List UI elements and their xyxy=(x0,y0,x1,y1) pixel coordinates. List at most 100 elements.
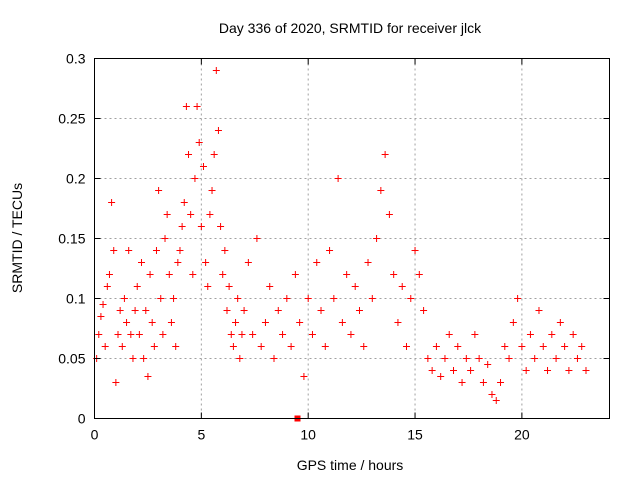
data-point xyxy=(133,283,141,290)
data-point xyxy=(157,295,165,302)
data-point xyxy=(144,373,152,380)
data-point xyxy=(505,355,513,362)
data-point xyxy=(131,307,139,314)
data-point xyxy=(191,175,199,182)
data-point xyxy=(234,295,242,302)
y-tick-label: 0.05 xyxy=(58,351,85,367)
data-point xyxy=(347,331,355,338)
data-point xyxy=(172,343,180,350)
data-point xyxy=(170,295,178,302)
data-point xyxy=(217,223,225,230)
data-point xyxy=(99,301,107,308)
data-point xyxy=(415,271,423,278)
data-point xyxy=(135,331,143,338)
y-tick-label: 0.25 xyxy=(58,111,85,127)
data-point xyxy=(210,151,218,158)
data-point xyxy=(475,355,483,362)
data-point xyxy=(330,295,338,302)
data-point xyxy=(148,319,156,326)
data-point xyxy=(338,319,346,326)
data-point xyxy=(165,271,173,278)
data-point xyxy=(101,343,109,350)
data-point xyxy=(266,283,274,290)
data-point xyxy=(411,247,419,254)
data-point xyxy=(204,283,212,290)
y-tick-label: 0.15 xyxy=(58,231,85,247)
data-point xyxy=(501,343,509,350)
data-point xyxy=(398,283,406,290)
data-point xyxy=(343,271,351,278)
data-point xyxy=(544,367,552,374)
data-point xyxy=(522,367,530,374)
data-point xyxy=(195,139,203,146)
data-point xyxy=(208,187,216,194)
data-point xyxy=(450,367,458,374)
data-point xyxy=(432,343,440,350)
data-point xyxy=(199,163,207,170)
data-point xyxy=(582,367,590,374)
data-point xyxy=(441,355,449,362)
data-point xyxy=(531,355,539,362)
data-point xyxy=(321,343,329,350)
data-point xyxy=(351,283,359,290)
data-point xyxy=(116,307,124,314)
data-point xyxy=(291,271,299,278)
data-point xyxy=(108,199,116,206)
data-point xyxy=(458,379,466,386)
data-point xyxy=(428,367,436,374)
data-point xyxy=(225,283,233,290)
data-point xyxy=(178,223,186,230)
data-point xyxy=(569,331,577,338)
data-point xyxy=(556,319,564,326)
data-point xyxy=(420,307,428,314)
data-point xyxy=(244,259,252,266)
data-point xyxy=(257,343,265,350)
data-point xyxy=(355,307,363,314)
data-point xyxy=(394,319,402,326)
data-point xyxy=(202,259,210,266)
data-point xyxy=(471,331,479,338)
data-point xyxy=(407,295,415,302)
data-point xyxy=(424,355,432,362)
data-point xyxy=(274,307,282,314)
data-point xyxy=(381,151,389,158)
data-point xyxy=(193,103,201,110)
data-point xyxy=(300,373,308,380)
data-point xyxy=(573,355,581,362)
data-point xyxy=(140,355,148,362)
data-point xyxy=(326,247,334,254)
data-point xyxy=(360,343,368,350)
data-point xyxy=(163,211,171,218)
axis-ticks: 0 5 10 15 20 0 0.05 0.1 0.15 0.2 0.25 0.3 xyxy=(58,51,610,443)
data-point xyxy=(206,211,214,218)
data-point xyxy=(142,307,150,314)
data-point xyxy=(229,343,237,350)
data-point xyxy=(129,355,137,362)
data-point xyxy=(385,211,393,218)
y-tick-label: 0 xyxy=(78,411,86,427)
grid xyxy=(94,58,610,419)
data-point xyxy=(125,247,133,254)
data-point xyxy=(261,319,269,326)
data-point xyxy=(150,343,158,350)
data-point xyxy=(304,295,312,302)
data-point xyxy=(497,379,505,386)
data-point xyxy=(174,259,182,266)
y-tick-label: 0.2 xyxy=(66,171,86,187)
x-tick-label: 0 xyxy=(91,427,99,443)
data-point xyxy=(364,259,372,266)
data-point xyxy=(492,397,500,404)
data-point xyxy=(103,283,111,290)
x-tick-label: 10 xyxy=(300,427,316,443)
x-tick-label: 15 xyxy=(407,427,423,443)
data-point xyxy=(112,379,120,386)
data-point xyxy=(390,271,398,278)
data-point xyxy=(514,295,522,302)
data-point xyxy=(127,331,135,338)
data-point xyxy=(437,373,445,380)
data-point xyxy=(240,307,248,314)
data-point xyxy=(212,67,220,74)
data-point xyxy=(219,271,227,278)
